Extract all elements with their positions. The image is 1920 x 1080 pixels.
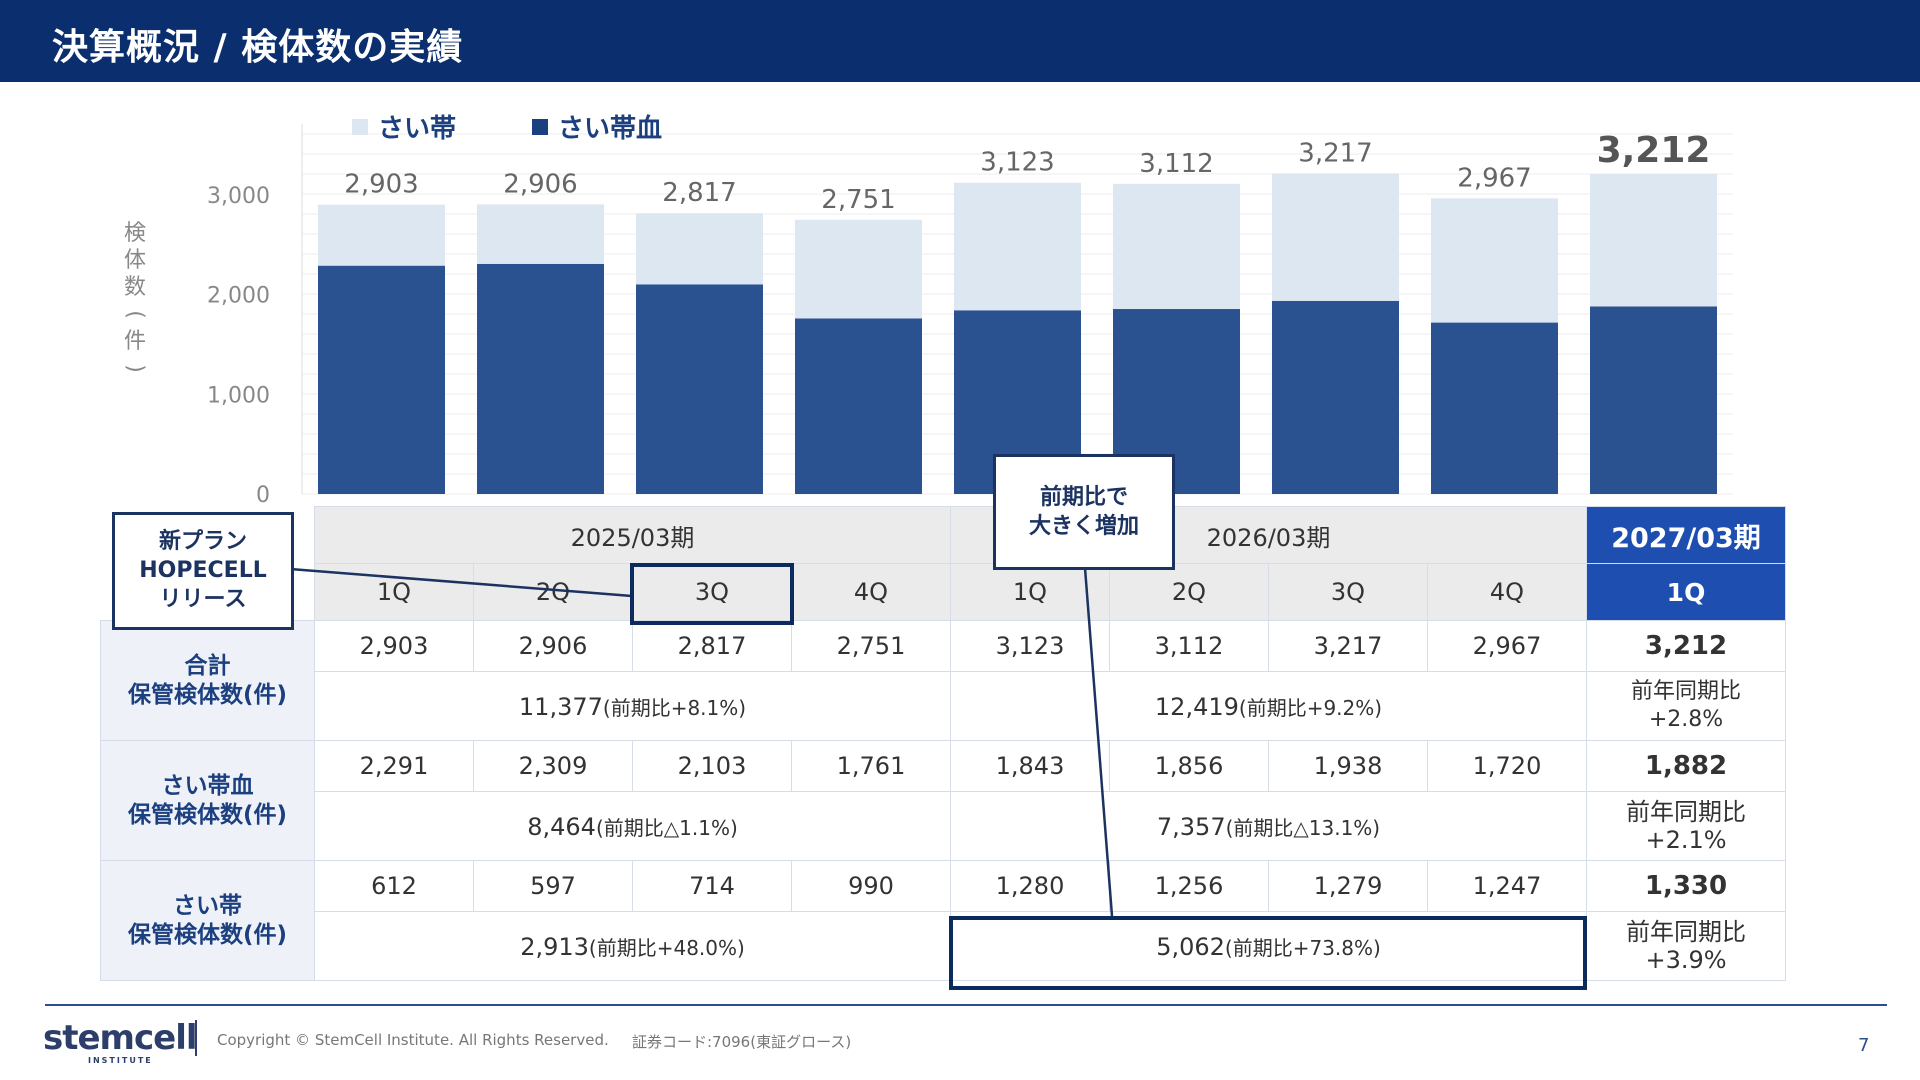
- quarter-header: 4Q: [791, 563, 951, 621]
- row-label-umbilical-cord: さい帯 保管検体数(件): [100, 860, 315, 981]
- table-cell: 3,112: [1109, 620, 1269, 672]
- period-header-2025: 2025/03期: [314, 506, 951, 564]
- logo-separator: [195, 1020, 197, 1056]
- table-cell: 2,817: [632, 620, 792, 672]
- row-label-cord-blood: さい帯血 保管検体数(件): [100, 740, 315, 861]
- yoy-cell: 前年同期比 +2.8%: [1586, 671, 1786, 741]
- callout-connectors: [289, 567, 1114, 917]
- table-cell: 2,751: [791, 620, 951, 672]
- bar-cord-blood: [477, 263, 604, 494]
- bar-cord-blood: [1272, 300, 1399, 494]
- bar-umbilical-cord: [1431, 198, 1558, 323]
- table-cell: 3,123: [950, 620, 1110, 672]
- table-cell-current: 1,330: [1586, 860, 1786, 912]
- row-label-total: 合計 保管検体数(件): [100, 620, 315, 741]
- quarter-header-current: 1Q: [1586, 563, 1786, 621]
- quarter-header: 3Q: [632, 563, 792, 621]
- copyright-text: Copyright © StemCell Institute. All Righ…: [217, 1031, 609, 1049]
- bar-umbilical-cord: [795, 219, 922, 319]
- increase-connector-line: [1083, 567, 1114, 917]
- page-title: 決算概況 / 検体数の実績: [52, 27, 464, 68]
- bar-total-label: 2,751: [821, 185, 895, 215]
- table-cell: 597: [473, 860, 633, 912]
- bar-total-label: 2,906: [503, 169, 577, 199]
- table-cell: 2,291: [314, 740, 474, 792]
- legend-swatch-umbilical-cord: [352, 118, 368, 135]
- legend-swatch-cord-blood: [532, 118, 548, 135]
- yoy-cell: 前年同期比 +3.9%: [1586, 911, 1786, 981]
- bar-umbilical-cord: [954, 182, 1081, 311]
- table-cell: 714: [632, 860, 792, 912]
- table-cell: 3,217: [1268, 620, 1428, 672]
- quarter-header: 2Q: [473, 563, 633, 621]
- y-axis-label: 検体数(件): [120, 220, 150, 382]
- bar-total-label: 3,212: [1597, 130, 1711, 171]
- bar-cord-blood: [1431, 322, 1558, 494]
- table-cell: 2,903: [314, 620, 474, 672]
- bar-umbilical-cord: [477, 204, 604, 264]
- period-header-2027: 2027/03期: [1586, 506, 1786, 564]
- table-cell-current: 1,882: [1586, 740, 1786, 792]
- quarter-header: 1Q: [950, 563, 1110, 621]
- company-logo: stemcell: [43, 1018, 197, 1058]
- bar-total-label: 2,903: [344, 170, 418, 200]
- bar-umbilical-cord: [1113, 183, 1240, 310]
- bar-total-label: 3,217: [1298, 138, 1372, 168]
- y-tick-label: 3,000: [207, 184, 270, 209]
- table-cell-current: 3,212: [1586, 620, 1786, 672]
- highlight-box-3q: [630, 563, 794, 625]
- table-cell: 1,280: [950, 860, 1110, 912]
- legend-item-cord-blood: さい帯血: [532, 108, 662, 145]
- header-bar: 決算概況 / 検体数の実績: [0, 0, 1920, 82]
- bar-total-label: 3,123: [980, 148, 1054, 178]
- y-tick-label: 2,000: [207, 284, 270, 309]
- bar-total-label: 2,967: [1457, 163, 1531, 193]
- table-cell: 2,967: [1427, 620, 1587, 672]
- annual-sum-2026: 12,419(前期比+9.2%): [950, 671, 1587, 741]
- annual-sum-2026: 7,357(前期比△13.1%): [950, 791, 1587, 861]
- bar-umbilical-cord: [1590, 173, 1717, 307]
- page-number: 7: [1858, 1035, 1870, 1056]
- callout-increase: 前期比で 大きく増加: [993, 454, 1175, 570]
- table-cell: 1,843: [950, 740, 1110, 792]
- sample-count-table: 2025/03期 2026/03期 2027/03期 1Q 2Q 3Q 4Q 1…: [100, 506, 1786, 981]
- bar-total-label: 2,817: [662, 178, 736, 208]
- footer-divider: [45, 1004, 1887, 1006]
- table-cell: 1,856: [1109, 740, 1269, 792]
- company-logo-sub: INSTITUTE: [88, 1056, 153, 1065]
- quarter-header: 3Q: [1268, 563, 1428, 621]
- hopecell-connector-line: [289, 567, 633, 598]
- table-cell: 612: [314, 860, 474, 912]
- bar-cord-blood: [795, 318, 922, 494]
- quarter-header: 2Q: [1109, 563, 1269, 621]
- yoy-cell: 前年同期比 +2.1%: [1586, 791, 1786, 861]
- bar-umbilical-cord: [1272, 173, 1399, 301]
- legend-label-umbilical-cord: さい帯: [378, 114, 457, 144]
- callout-hopecell: 新プラン HOPECELL リリース: [112, 512, 294, 630]
- y-tick-label: 1,000: [207, 383, 270, 408]
- annual-sum-2026: 5,062(前期比+73.8%): [950, 911, 1587, 981]
- bar-cord-blood: [1590, 306, 1717, 494]
- y-axis-label-char: 数: [123, 275, 146, 300]
- legend-label-cord-blood: さい帯血: [558, 114, 663, 144]
- legend-item-umbilical-cord: さい帯: [352, 108, 456, 145]
- table-cell: 2,906: [473, 620, 633, 672]
- annual-sum-2025: 11,377(前期比+8.1%): [314, 671, 951, 741]
- highlight-box-sum-2026: [949, 916, 1587, 990]
- bar-cord-blood: [318, 265, 445, 494]
- y-axis-label-char: 件: [123, 329, 146, 354]
- y-axis-label-char: 検: [123, 221, 146, 246]
- bar-umbilical-cord: [318, 204, 445, 266]
- y-axis-label-char: 体: [123, 248, 146, 273]
- annual-sum-2025: 8,464(前期比△1.1%): [314, 791, 951, 861]
- table-cell: 1,247: [1427, 860, 1587, 912]
- stock-code: 証券コード:7096(東証グロース): [632, 1033, 852, 1051]
- bar-cord-blood: [636, 284, 763, 494]
- annual-sum-2025: 2,913(前期比+48.0%): [314, 911, 951, 981]
- bar-umbilical-cord: [636, 213, 763, 285]
- y-tick-label: 0: [256, 483, 270, 508]
- bar-total-label: 3,112: [1139, 149, 1213, 179]
- table-cell: 990: [791, 860, 951, 912]
